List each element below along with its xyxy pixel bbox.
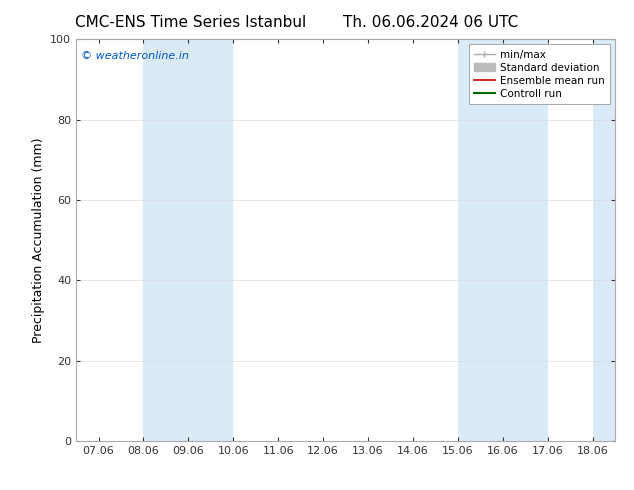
Y-axis label: Precipitation Accumulation (mm): Precipitation Accumulation (mm): [32, 137, 44, 343]
Text: Th. 06.06.2024 06 UTC: Th. 06.06.2024 06 UTC: [344, 15, 519, 30]
Bar: [458, 39, 503, 441]
Text: CMC-ENS Time Series Istanbul: CMC-ENS Time Series Istanbul: [75, 15, 306, 30]
Bar: [188, 39, 233, 441]
Bar: [143, 39, 188, 441]
Bar: [503, 39, 548, 441]
Legend: min/max, Standard deviation, Ensemble mean run, Controll run: min/max, Standard deviation, Ensemble me…: [469, 45, 610, 104]
Bar: [593, 39, 615, 441]
Text: © weatheronline.in: © weatheronline.in: [81, 51, 190, 61]
